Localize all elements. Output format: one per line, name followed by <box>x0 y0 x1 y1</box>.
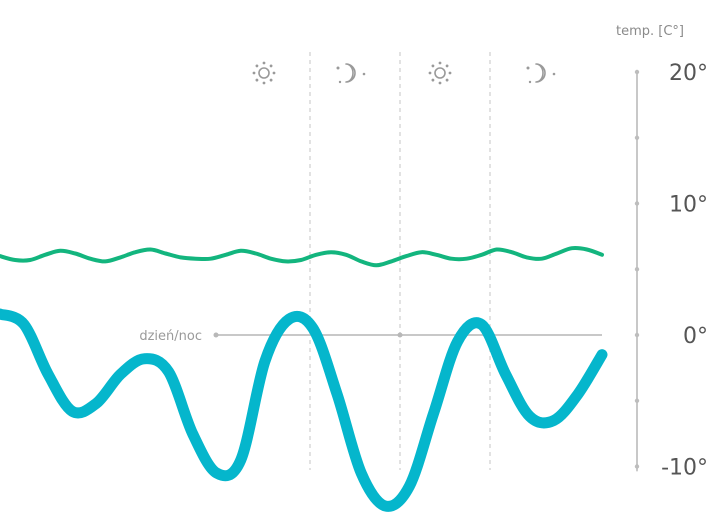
y-axis-tick-dot <box>634 398 640 403</box>
sun-ray <box>445 64 449 68</box>
sun-core <box>434 67 446 79</box>
series-group <box>0 245 608 512</box>
sun-ray <box>431 64 435 68</box>
reference-line-start-dot <box>213 332 219 338</box>
y-tick-label: 10° <box>669 193 708 218</box>
y-axis-tick-dot <box>634 464 640 469</box>
moon-star <box>528 80 532 84</box>
day-night-dividers <box>309 52 491 470</box>
moon-icon <box>526 63 556 84</box>
y-axis-tick-dot <box>634 69 640 75</box>
sun-ray <box>448 71 452 75</box>
series-line-2 <box>0 308 608 512</box>
reference-line-label: dzień/noc <box>139 329 202 344</box>
reference-line-group: dzień/noc <box>139 329 602 344</box>
sun-ray <box>255 78 259 82</box>
sun-ray <box>269 78 273 82</box>
reference-line-mid-dot <box>397 332 403 338</box>
series-line-1 <box>0 245 604 268</box>
moon-crescent <box>535 63 546 83</box>
y-axis-tick-dot <box>634 332 640 338</box>
sun-ray <box>438 81 442 85</box>
sun-ray <box>262 61 266 65</box>
moon-icon <box>336 63 366 84</box>
moon-star <box>526 66 530 70</box>
sun-ray <box>255 64 259 68</box>
sun-core <box>258 67 270 79</box>
period-icons <box>252 61 556 85</box>
sun-ray <box>252 71 256 75</box>
y-axis-tick-dot <box>634 201 640 206</box>
moon-star <box>336 66 340 70</box>
moon-crescent <box>345 63 356 83</box>
y-axis-tick-dot <box>634 135 640 140</box>
moon-star <box>362 72 366 76</box>
sun-ray <box>269 64 273 68</box>
sun-ray <box>431 78 435 82</box>
y-axis: 20° 10° 0° -10° <box>634 61 708 481</box>
sun-ray <box>438 61 442 65</box>
y-tick-label: 0° <box>683 324 708 349</box>
sun-ray <box>428 71 432 75</box>
sun-ray <box>272 71 276 75</box>
y-tick-label: 20° <box>669 61 708 86</box>
y-axis-unit-label: temp. [C°] <box>616 24 684 39</box>
sun-icon <box>252 61 276 85</box>
y-tick-label: -10° <box>661 456 708 481</box>
moon-star <box>552 72 556 76</box>
sun-ray <box>445 78 449 82</box>
moon-star <box>338 80 342 84</box>
y-axis-tick-dot <box>634 267 640 272</box>
sun-ray <box>262 81 266 85</box>
sun-icon <box>428 61 452 85</box>
